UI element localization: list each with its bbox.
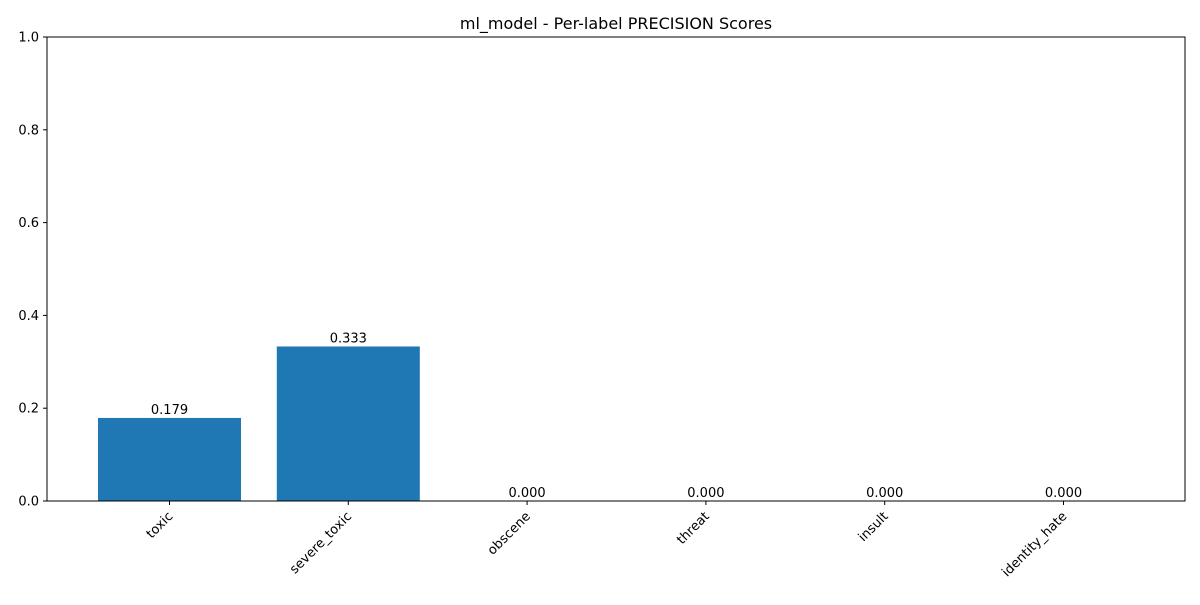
chart-title: ml_model - Per-label PRECISION Scores xyxy=(460,14,772,34)
x-tick-label-severe_toxic: severe_toxic xyxy=(287,509,355,577)
y-tick-label: 1.0 xyxy=(18,31,39,46)
bar-toxic xyxy=(98,417,241,501)
x-tick-label-obscene: obscene xyxy=(485,509,534,558)
y-tick-label: 0.4 xyxy=(18,309,39,324)
x-tick-label-threat: threat xyxy=(674,509,713,548)
bars-layer: 0.179 0.333 0.000 0.000 0.000 0.000 xyxy=(98,331,1082,501)
data-label-threat: 0.000 xyxy=(687,486,724,501)
y-tick-label: 0.2 xyxy=(18,402,39,417)
bar-severe_toxic xyxy=(276,346,420,501)
data-label-severe_toxic: 0.333 xyxy=(330,331,367,346)
data-label-toxic: 0.179 xyxy=(151,403,188,418)
x-tick-label-insult: insult xyxy=(856,509,892,545)
y-tick-label: 0.0 xyxy=(18,495,39,510)
plot-frame xyxy=(46,36,1186,502)
x-tick-label-toxic: toxic xyxy=(144,509,177,542)
data-label-identity_hate: 0.000 xyxy=(1045,486,1082,501)
data-label-obscene: 0.000 xyxy=(508,486,545,501)
y-tick-label: 0.8 xyxy=(18,123,39,138)
y-tick-label: 0.6 xyxy=(18,216,39,231)
data-label-insult: 0.000 xyxy=(866,486,903,501)
x-tick-label-identity_hate: identity_hate xyxy=(999,509,1070,580)
